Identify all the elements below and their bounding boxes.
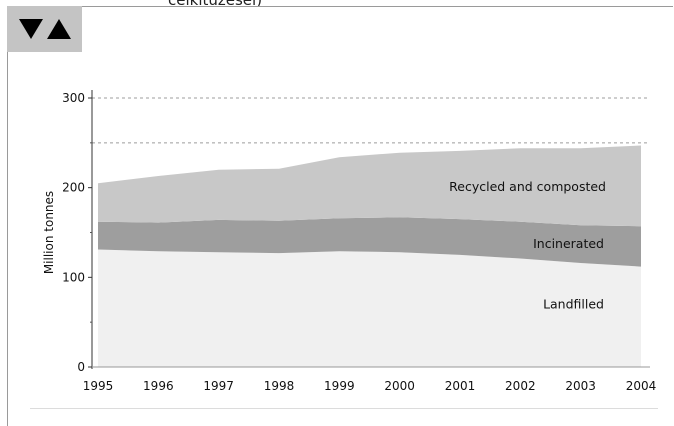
y-tick-label-100: 100: [62, 270, 85, 284]
y-axis-title: Million tonnes: [42, 191, 56, 274]
x-tick-label-2002: 2002: [505, 379, 536, 393]
bottom-divider: [30, 408, 658, 409]
sort-toggle-button[interactable]: [7, 6, 82, 52]
series-label-recycled-and-composted: Recycled and composted: [449, 179, 606, 194]
triangle-down-icon[interactable]: [18, 19, 43, 39]
x-tick-label-1997: 1997: [203, 379, 234, 393]
x-tick-label-2004: 2004: [626, 379, 657, 393]
series-label-landfilled: Landfilled: [543, 297, 604, 312]
chart-frame: [7, 6, 673, 426]
area-incinerated: [98, 217, 641, 267]
y-tick-label-200: 200: [62, 181, 85, 195]
y-tick-label-0: 0: [77, 360, 85, 374]
area-recycled-and-composted: [98, 145, 641, 227]
x-tick-label-2003: 2003: [565, 379, 596, 393]
x-tick-label-1999: 1999: [324, 379, 355, 393]
area-landfilled: [98, 249, 641, 367]
x-tick-label-1995: 1995: [83, 379, 114, 393]
series-label-incinerated: Incinerated: [533, 236, 604, 251]
x-tick-label-1998: 1998: [264, 379, 295, 393]
x-tick-label-2001: 2001: [445, 379, 476, 393]
x-tick-label-1996: 1996: [143, 379, 174, 393]
page-caption: célkitűzései): [168, 0, 263, 9]
triangle-up-icon[interactable]: [46, 19, 71, 39]
y-tick-label-300: 300: [62, 91, 85, 105]
x-tick-label-2000: 2000: [384, 379, 415, 393]
